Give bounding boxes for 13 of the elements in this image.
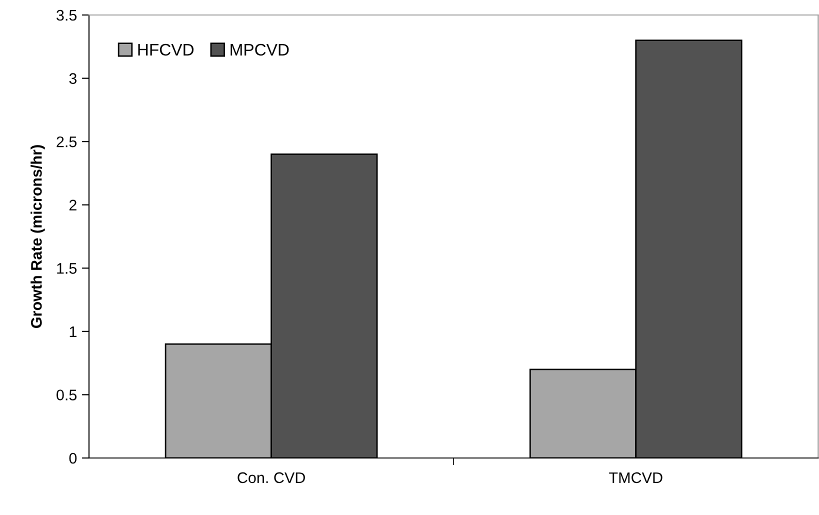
legend-label: HFCVD bbox=[138, 44, 194, 56]
y-tick-label: 1 bbox=[70, 326, 76, 337]
legend-label: MPCVD bbox=[230, 44, 289, 56]
y-tick-label: 2 bbox=[69, 200, 76, 210]
y-tick-label: 3.5 bbox=[56, 10, 77, 21]
y-tick-label: 0 bbox=[69, 452, 77, 464]
x-tick-label: Con. CVD bbox=[238, 472, 305, 484]
y-tick-label: 2.5 bbox=[56, 136, 77, 148]
y-axis-title: Growth Rate (microns/hr) bbox=[30, 145, 45, 328]
y-tick-label: 3 bbox=[69, 73, 77, 84]
x-tick-label: TMCVD bbox=[609, 472, 662, 484]
y-tick-label: 1.5 bbox=[57, 263, 77, 274]
y-tick-label: 0.5 bbox=[56, 390, 77, 400]
